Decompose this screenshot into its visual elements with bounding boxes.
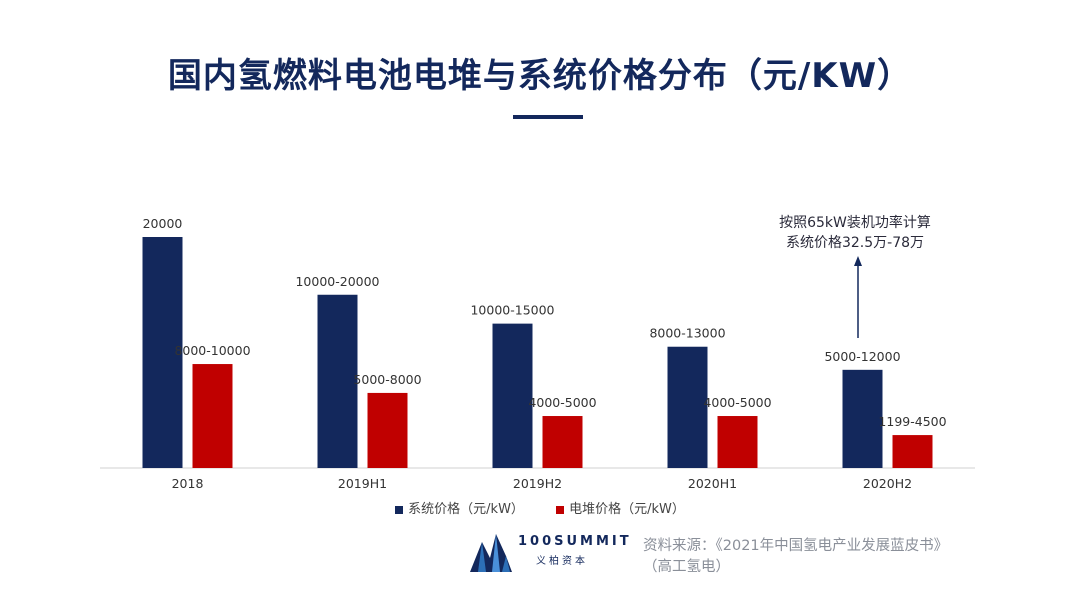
mountain-logo-icon xyxy=(470,534,512,572)
bar-group: 20000 8000-10000 2018 10000-20000 5000-8000 2… xyxy=(142,216,947,491)
legend-swatch-system xyxy=(395,505,404,514)
data-label-system-2019H1: 10000-20000 xyxy=(295,274,379,289)
legend-item-system: 系统价格（元/kW） xyxy=(395,498,524,517)
x-tick-label-2019H1: 2019H1 xyxy=(338,476,387,491)
logo-brand-cn: 义柏资本 xyxy=(536,556,588,567)
source-line-1: 资料来源：《2021年中国氢电产业发展蓝皮书》 xyxy=(643,538,949,554)
source-line-2: （高工氢电） xyxy=(643,559,730,575)
annotation-line-1: 按照65kW装机功率计算 xyxy=(779,215,931,231)
data-label-stack-2018: 8000-10000 xyxy=(174,343,250,358)
legend-swatch-stack xyxy=(556,505,565,514)
annotation-line-2: 系统价格32.5万-78万 xyxy=(785,235,925,251)
annotation-note: 按照65kW装机功率计算 系统价格32.5万-78万 xyxy=(755,213,955,253)
logo-brand: 100SUMMIT xyxy=(518,534,632,549)
bar-system-2020H2 xyxy=(842,369,883,468)
data-label-system-2020H2: 5000-12000 xyxy=(824,349,900,364)
bar-stack-2019H1 xyxy=(367,392,408,468)
bar-stack-2020H2 xyxy=(892,435,933,468)
data-label-system-2019H2: 10000-15000 xyxy=(470,303,554,318)
bar-system-2018 xyxy=(142,237,183,468)
company-logo: 100SUMMIT 义柏资本 xyxy=(470,530,640,574)
x-tick-label-2019H2: 2019H2 xyxy=(513,476,562,491)
data-label-stack-2019H1: 5000-8000 xyxy=(353,372,421,387)
data-label-system-2018: 20000 xyxy=(143,216,183,231)
x-tick-label-2020H1: 2020H1 xyxy=(688,476,737,491)
bar-stack-2020H1 xyxy=(717,416,758,468)
chart-title: 国内氢燃料电池电堆与系统价格分布（元/KW） xyxy=(167,56,913,96)
data-label-system-2020H1: 8000-13000 xyxy=(649,326,725,341)
bar-system-2019H1 xyxy=(317,294,358,468)
legend-label-stack: 电堆价格（元/kW） xyxy=(569,502,685,517)
data-label-stack-2020H1: 4000-5000 xyxy=(703,395,771,410)
bar-system-2019H2 xyxy=(492,323,533,468)
legend-item-stack: 电堆价格（元/kW） xyxy=(556,498,685,517)
legend: 系统价格（元/kW） 电堆价格（元/kW） xyxy=(0,498,1080,517)
bar-system-2020H1 xyxy=(667,346,708,468)
title-underline xyxy=(513,115,583,119)
source-note: 资料来源：《2021年中国氢电产业发展蓝皮书》 （高工氢电） xyxy=(643,536,948,578)
bar-stack-2018 xyxy=(192,364,233,468)
data-label-stack-2020H2: 1199-4500 xyxy=(878,414,946,429)
annotation-arrow-head xyxy=(854,256,862,266)
data-label-stack-2019H2: 4000-5000 xyxy=(528,395,596,410)
x-tick-label-2020H2: 2020H2 xyxy=(863,476,912,491)
bar-stack-2019H2 xyxy=(542,416,583,468)
x-tick-label-2018: 2018 xyxy=(172,476,204,491)
legend-label-system: 系统价格（元/kW） xyxy=(408,502,524,517)
